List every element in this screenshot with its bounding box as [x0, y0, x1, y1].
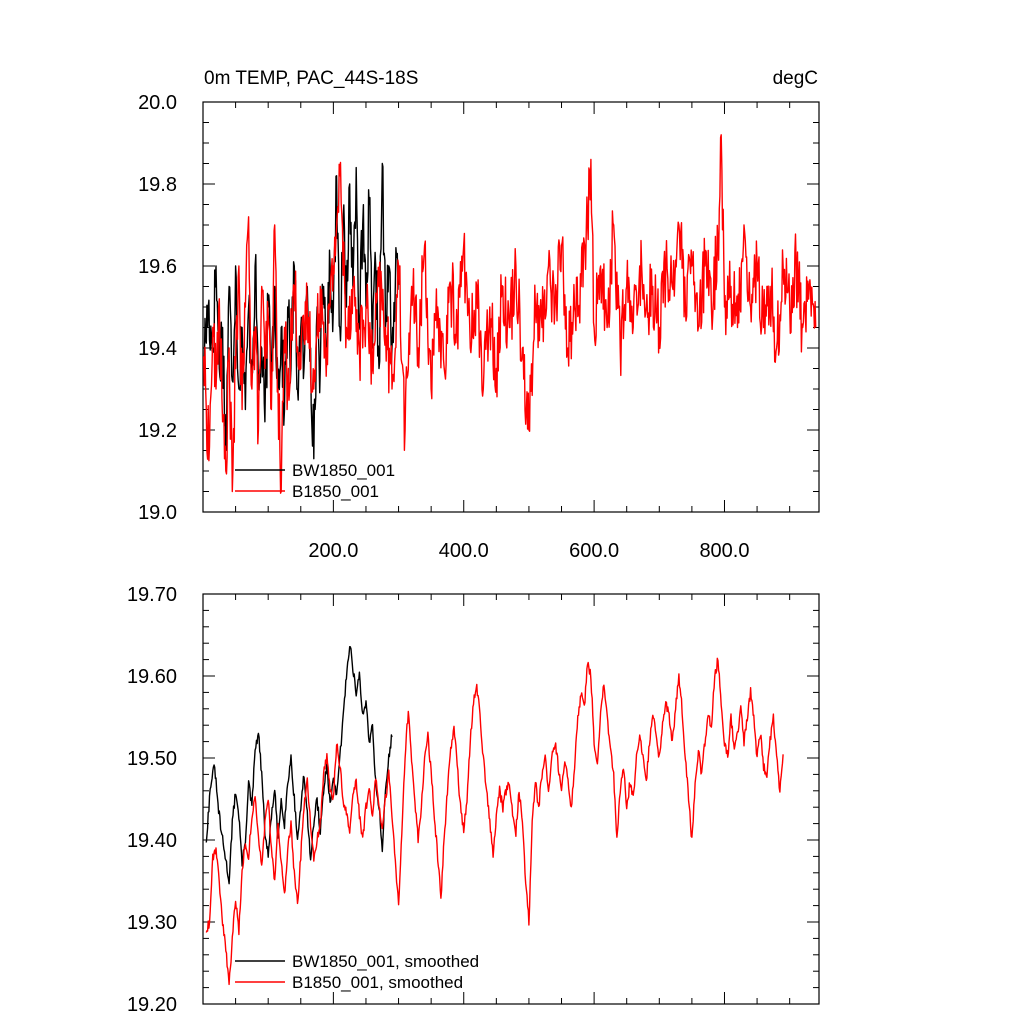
top-x-tick-label: 400.0: [439, 540, 489, 562]
top-chart-units: degC: [773, 68, 818, 89]
top-y-tick-label: 19.4: [138, 338, 177, 360]
top-y-tick-label: 20.0: [138, 92, 177, 114]
bottom-y-tick-label: 19.20: [127, 994, 177, 1016]
legend-label-b1850: B1850_001: [292, 482, 379, 501]
top-ticks: 19.0 19.2 19.4 19.6 19.8 20.0 200.0 400.0 600.0 8…: [138, 92, 819, 562]
top-y-tick-label: 19.8: [138, 174, 177, 196]
top-legend: BW1850_001 B1850_001: [235, 461, 395, 501]
bottom-y-tick-label: 19.50: [127, 748, 177, 770]
top-series-group: [203, 134, 817, 494]
legend-label-bw1850: BW1850_001: [292, 461, 395, 480]
top-y-tick-label: 19.2: [138, 420, 177, 442]
bottom-y-tick-label: 19.70: [127, 584, 177, 606]
bottom-series-line-b1850: [205, 657, 784, 986]
top-x-tick-label: 800.0: [699, 540, 749, 562]
bottom-plot-frame: [202, 593, 820, 1005]
bottom-legend: BW1850_001, smoothed B1850_001, smoothed: [235, 952, 479, 992]
legend-label-b1850-smoothed: B1850_001, smoothed: [292, 973, 463, 992]
top-series-line-b1850: [203, 134, 817, 494]
bottom-y-tick-label: 19.40: [127, 830, 177, 852]
top-chart-panel: 19.0 19.2 19.4 19.6 19.8 20.0 200.0 400.0 600.0 8…: [138, 68, 820, 562]
bottom-chart-panel: 19.20 19.30 19.40 19.50 19.60 19.70 BW1850_00…: [127, 584, 820, 1016]
top-y-tick-label: 19.0: [138, 502, 177, 524]
top-chart-title: 0m TEMP, PAC_44S-18S: [204, 68, 418, 89]
bottom-series-group: [205, 646, 784, 986]
bottom-y-tick-label: 19.30: [127, 912, 177, 934]
bottom-y-tick-label: 19.60: [127, 666, 177, 688]
bottom-ticks: 19.20 19.30 19.40 19.50 19.60 19.70: [127, 584, 819, 1016]
top-series-line-bw1850: [203, 162, 400, 460]
legend-label-bw1850-smoothed: BW1850_001, smoothed: [292, 952, 479, 971]
top-y-tick-label: 19.6: [138, 256, 177, 278]
top-x-tick-label: 600.0: [569, 540, 619, 562]
top-x-tick-label: 200.0: [308, 540, 358, 562]
bottom-series-line-bw1850: [205, 646, 393, 885]
